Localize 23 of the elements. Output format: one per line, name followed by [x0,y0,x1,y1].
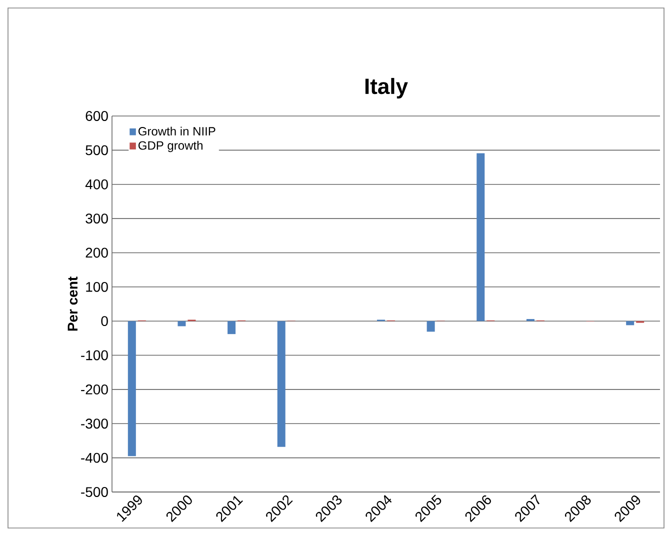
bar [426,321,435,332]
bar [277,321,286,447]
y-tick-label: 0 [101,316,108,326]
chart-title: Italy [365,78,408,98]
y-tick-label: 600 [86,111,108,121]
y-axis-title: Per cent [68,276,78,331]
legend-label: Growth in NIIP [138,126,216,136]
y-tick-label: 400 [85,179,108,190]
legend-label: GDP growth [138,140,202,152]
y-tick-label: -400 [81,452,108,463]
y-tick-label: 300 [86,214,108,224]
y-tick-label: 200 [86,248,108,258]
y-tick-label: 500 [86,145,108,156]
bar [228,321,236,334]
bar [178,321,186,326]
y-tick-label: -100 [81,350,108,360]
bar [626,321,634,326]
bar [476,153,485,322]
bar [128,321,136,456]
y-tick-label: 100 [86,282,108,292]
y-tick-label: -200 [81,384,108,394]
y-tick-label: -300 [81,418,108,429]
y-tick-label: -500 [81,487,108,497]
